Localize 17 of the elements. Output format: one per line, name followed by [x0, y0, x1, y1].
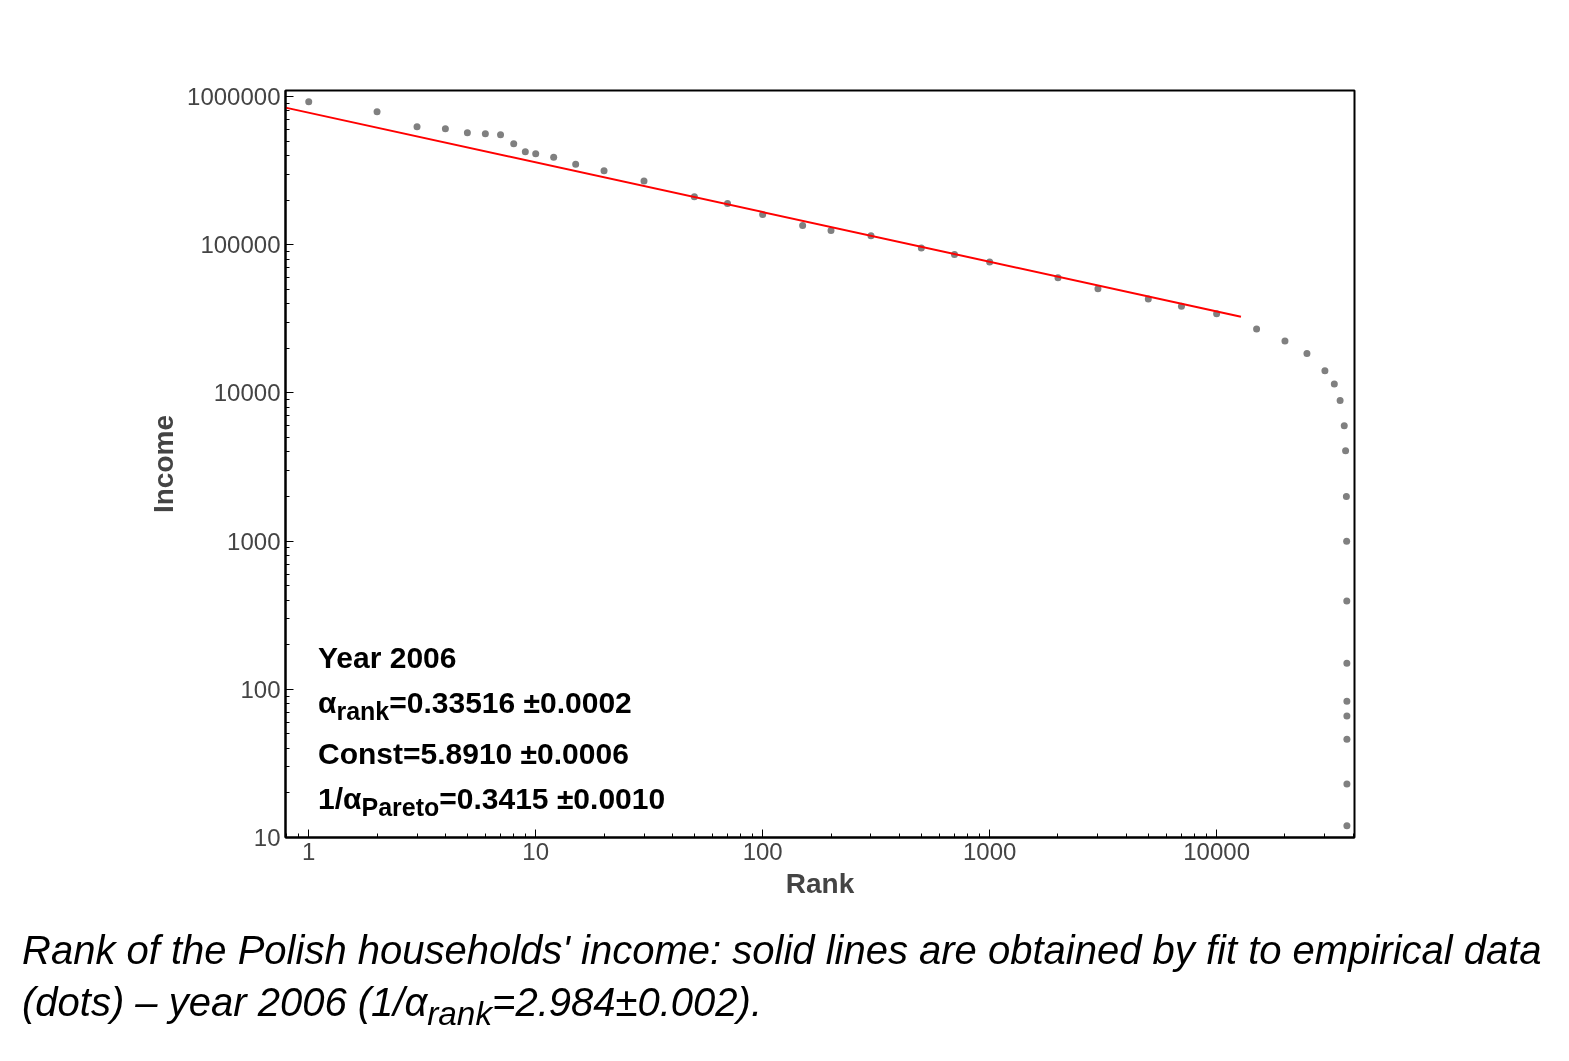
x-tick-label: 10 — [522, 837, 550, 865]
annotation: Const=5.8910 ±0.0006 — [318, 735, 630, 772]
annotation: Year 2006 — [318, 640, 458, 676]
y-tick-label: 100 — [240, 675, 281, 703]
y-tick-label: 10000 — [213, 379, 281, 407]
x-tick-label: 10000 — [1183, 837, 1251, 865]
x-tick-label: 100 — [742, 837, 783, 865]
y-tick-label: 100000 — [200, 231, 281, 259]
x-axis-title: Rank — [785, 867, 855, 899]
annotation: α$_{rank}$=0.33516 ±0.0002 — [318, 685, 633, 727]
y-tick-label: 1000000 — [187, 83, 281, 111]
y-tick-label: 1000 — [227, 527, 281, 555]
annotation: 1/α$_{Pareto}$=0.3415 ±0.0010 — [318, 780, 666, 823]
text: Rank of the Polish households' income: solid lines are obtained by fit to empirical data (dots) – year 2006 (1/α$_{rank}$=2.984±0.002). — [22, 927, 1543, 1034]
x-tick-label: 1000 — [962, 837, 1017, 865]
x-tick-label: 1 — [302, 837, 316, 865]
y-axis-title: Income — [148, 414, 180, 514]
